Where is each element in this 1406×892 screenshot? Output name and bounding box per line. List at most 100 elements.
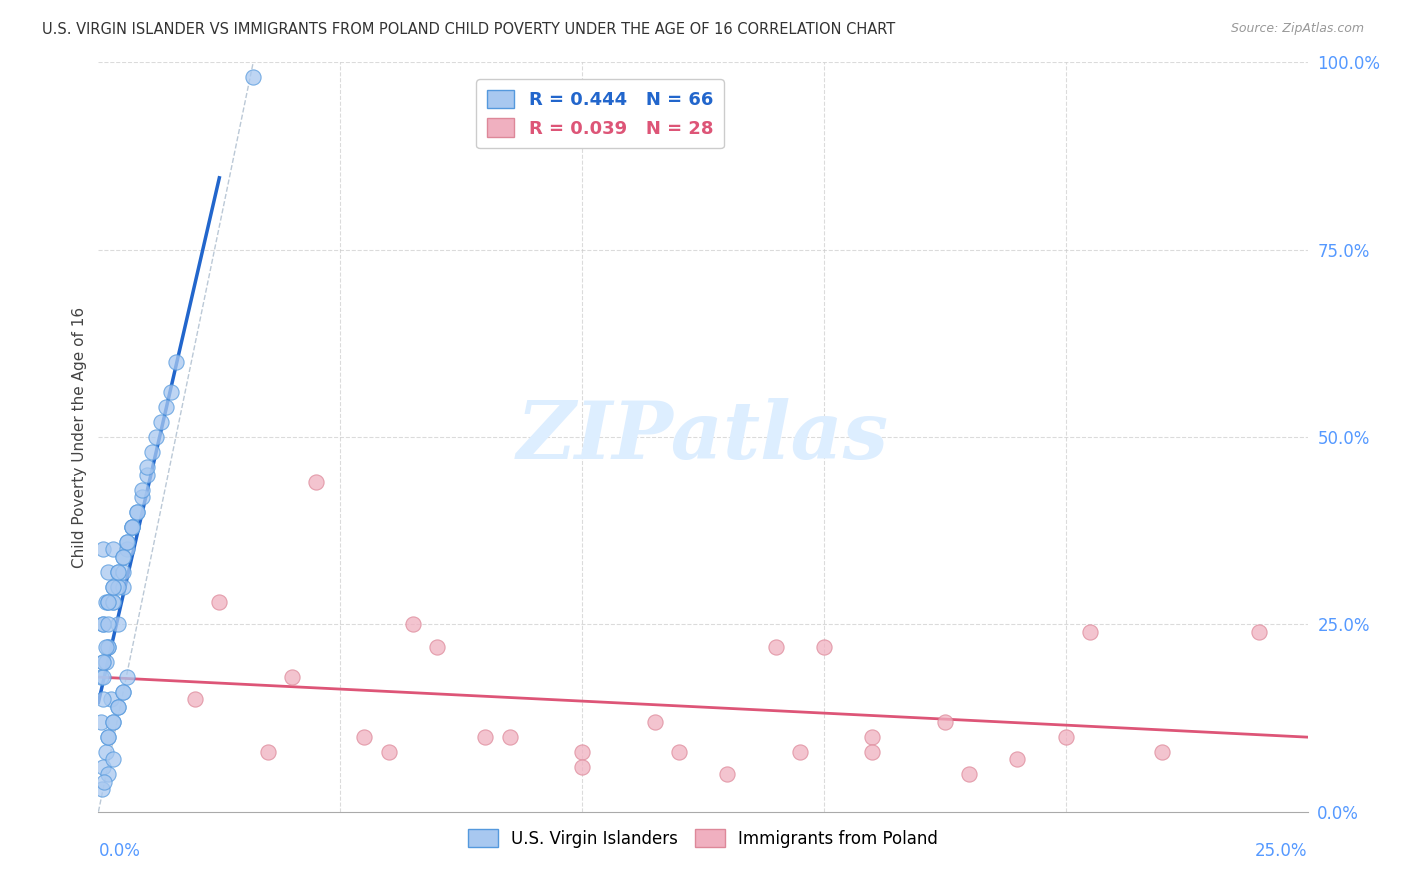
Point	[571, 745, 593, 759]
Text: Source: ZipAtlas.com: Source: ZipAtlas.com	[1230, 22, 1364, 36]
Point	[91, 782, 114, 797]
Point	[90, 714, 112, 729]
Point	[97, 617, 120, 632]
Point	[256, 745, 278, 759]
Point	[353, 730, 375, 744]
Point	[101, 714, 124, 729]
Text: ZIPatlas: ZIPatlas	[517, 399, 889, 475]
Point	[111, 580, 134, 594]
Point	[716, 767, 738, 781]
Point	[107, 565, 129, 579]
Y-axis label: Child Poverty Under the Age of 16: Child Poverty Under the Age of 16	[72, 307, 87, 567]
Point	[1249, 624, 1271, 639]
Point	[94, 640, 117, 654]
Point	[101, 580, 124, 594]
Point	[135, 467, 157, 482]
Point	[498, 730, 520, 744]
Point	[107, 699, 129, 714]
Point	[107, 565, 129, 579]
Point	[101, 542, 124, 557]
Point	[91, 692, 114, 706]
Point	[97, 730, 120, 744]
Point	[111, 565, 134, 579]
Point	[141, 445, 163, 459]
Point	[97, 767, 120, 781]
Point	[765, 640, 787, 654]
Point	[184, 692, 207, 706]
Point	[426, 640, 449, 654]
Point	[668, 745, 690, 759]
Point	[402, 617, 425, 632]
Text: 0.0%: 0.0%	[98, 842, 141, 860]
Point	[571, 760, 593, 774]
Point	[474, 730, 496, 744]
Point	[94, 745, 117, 759]
Point	[121, 520, 143, 534]
Point	[117, 535, 139, 549]
Text: 25.0%: 25.0%	[1256, 842, 1308, 860]
Point	[131, 490, 153, 504]
Point	[813, 640, 835, 654]
Point	[111, 549, 134, 564]
Point	[860, 745, 883, 759]
Point	[111, 685, 134, 699]
Point	[860, 730, 883, 744]
Point	[91, 655, 114, 669]
Point	[91, 670, 114, 684]
Point	[150, 415, 173, 429]
Point	[208, 595, 231, 609]
Text: U.S. VIRGIN ISLANDER VS IMMIGRANTS FROM POLAND CHILD POVERTY UNDER THE AGE OF 16: U.S. VIRGIN ISLANDER VS IMMIGRANTS FROM …	[42, 22, 896, 37]
Point	[107, 699, 129, 714]
Point	[101, 714, 124, 729]
Point	[160, 385, 183, 400]
Point	[111, 549, 134, 564]
Point	[91, 542, 114, 557]
Point	[131, 483, 153, 497]
Point	[789, 745, 811, 759]
Point	[1007, 752, 1029, 766]
Point	[644, 714, 666, 729]
Point	[97, 730, 120, 744]
Point	[91, 760, 114, 774]
Point	[97, 595, 120, 609]
Point	[101, 595, 124, 609]
Point	[101, 752, 124, 766]
Point	[281, 670, 304, 684]
Point	[117, 535, 139, 549]
Legend: U.S. Virgin Islanders, Immigrants from Poland: U.S. Virgin Islanders, Immigrants from P…	[460, 821, 946, 855]
Point	[117, 542, 139, 557]
Point	[305, 475, 328, 489]
Point	[97, 640, 120, 654]
Point	[93, 774, 115, 789]
Point	[90, 670, 112, 684]
Point	[94, 595, 117, 609]
Point	[145, 430, 167, 444]
Point	[91, 655, 114, 669]
Point	[111, 685, 134, 699]
Point	[1078, 624, 1101, 639]
Point	[107, 580, 129, 594]
Point	[100, 692, 122, 706]
Point	[91, 617, 114, 632]
Point	[94, 655, 117, 669]
Point	[934, 714, 956, 729]
Point	[121, 520, 143, 534]
Point	[91, 617, 114, 632]
Point	[117, 670, 139, 684]
Point	[135, 460, 157, 475]
Point	[97, 595, 120, 609]
Point	[97, 640, 120, 654]
Point	[101, 580, 124, 594]
Point	[101, 595, 124, 609]
Point	[127, 505, 149, 519]
Point	[107, 617, 129, 632]
Point	[127, 505, 149, 519]
Point	[97, 565, 120, 579]
Point	[957, 767, 980, 781]
Point	[1152, 745, 1174, 759]
Point	[1054, 730, 1077, 744]
Point	[121, 520, 143, 534]
Point	[377, 745, 399, 759]
Point	[242, 70, 264, 85]
Point	[165, 355, 187, 369]
